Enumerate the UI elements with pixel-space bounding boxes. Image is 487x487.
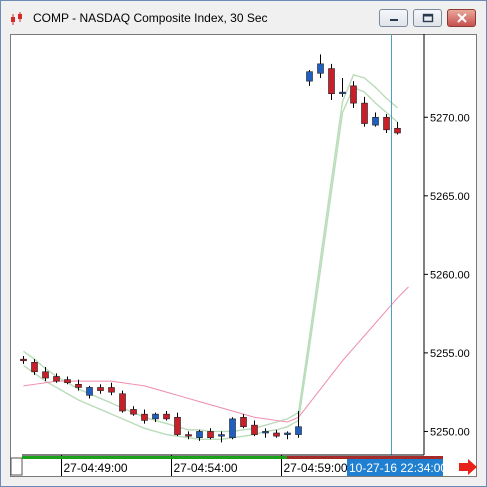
time-tick-label: 27-04:49:00	[64, 461, 128, 475]
candle-body-down	[119, 393, 126, 412]
price-tick-label: 5270.00	[430, 112, 470, 124]
candle[interactable]	[350, 81, 357, 108]
candle[interactable]	[262, 428, 269, 438]
candle-body-down	[361, 102, 368, 124]
candle-body-up	[262, 431, 269, 434]
candle-body-down	[163, 413, 170, 420]
candle-body-up	[339, 91, 346, 94]
maximize-icon	[422, 13, 433, 23]
candle[interactable]	[361, 96, 368, 127]
price-tick-label: 5260.00	[430, 269, 470, 281]
candle[interactable]	[383, 114, 390, 133]
candle-body-up	[317, 63, 324, 74]
candle-body-down	[174, 416, 181, 435]
time-tick-label: 27-04:54:00	[174, 461, 238, 475]
candle[interactable]	[108, 382, 115, 396]
candle[interactable]	[394, 121, 401, 135]
candle-body-up	[295, 426, 302, 435]
candle-body-up	[86, 387, 93, 396]
candle[interactable]	[207, 428, 214, 440]
next-page-button[interactable]	[459, 459, 477, 475]
candle[interactable]	[75, 379, 82, 391]
candle[interactable]	[284, 431, 291, 440]
candle[interactable]	[317, 54, 324, 78]
candle-body-down	[350, 85, 357, 104]
candle-body-down	[207, 431, 214, 439]
candle[interactable]	[20, 356, 27, 364]
candle[interactable]	[42, 367, 49, 382]
candle[interactable]	[218, 431, 225, 443]
candle[interactable]	[86, 385, 93, 399]
candle-body-up	[152, 413, 159, 420]
candle[interactable]	[251, 420, 258, 437]
chart-corner-box[interactable]	[10, 457, 23, 476]
candle[interactable]	[372, 112, 379, 127]
candle[interactable]	[119, 390, 126, 413]
candle[interactable]	[185, 431, 192, 440]
candle[interactable]	[163, 411, 170, 421]
candle[interactable]	[339, 77, 346, 97]
candle-body-down	[53, 376, 60, 382]
candle-body-down	[251, 424, 258, 435]
candle-body-down	[42, 371, 49, 379]
window-title: COMP - NASDAQ Composite Index, 30 Sec	[33, 11, 268, 25]
plot-frame	[10, 34, 477, 477]
title-bar[interactable]: COMP - NASDAQ Composite Index, 30 Sec	[1, 1, 486, 34]
right-arrow-icon[interactable]	[459, 459, 477, 475]
candle-body-down	[273, 432, 280, 437]
candles-app-icon	[11, 12, 22, 25]
candle[interactable]	[240, 414, 247, 429]
candle-body-down	[383, 116, 390, 131]
candle-body-down	[141, 413, 148, 421]
candle[interactable]	[273, 429, 280, 438]
candle-body-down	[108, 387, 115, 393]
cursor-time-label: 10-27-16 22:34:00	[349, 461, 447, 475]
candle-body-down	[31, 362, 38, 373]
price-tick-label: 5250.00	[430, 426, 470, 438]
price-tick-label: 5265.00	[430, 191, 470, 203]
time-tick-label: 27-04:59:00	[284, 461, 348, 475]
candle[interactable]	[306, 70, 313, 86]
candle-body-up	[284, 432, 291, 435]
close-button[interactable]	[447, 9, 476, 27]
price-tick-label: 5255.00	[430, 348, 470, 360]
range-bar-green[interactable]	[22, 456, 287, 459]
candle-body-down	[130, 409, 137, 415]
candle-body-down	[75, 384, 82, 388]
candle[interactable]	[328, 63, 335, 100]
candle-body-up	[372, 116, 379, 126]
candle-body-down	[394, 127, 401, 134]
candle-body-down	[240, 416, 247, 428]
candle[interactable]	[130, 406, 137, 416]
candle[interactable]	[31, 359, 38, 375]
candle-body-down	[185, 434, 192, 437]
candle[interactable]	[141, 409, 148, 424]
candle[interactable]	[174, 412, 181, 437]
cursor-time-label-bg	[347, 459, 443, 476]
close-icon	[456, 13, 467, 23]
candle-body-up	[218, 434, 225, 437]
candle-body-up	[229, 418, 236, 439]
candle[interactable]	[97, 384, 104, 394]
candle[interactable]	[64, 376, 71, 385]
fast-moving-average-upper	[23, 73, 398, 433]
candle[interactable]	[295, 411, 302, 438]
candle[interactable]	[196, 429, 203, 441]
candle-body-down	[64, 379, 71, 384]
minimize-button[interactable]	[379, 9, 408, 27]
candle-body-down	[97, 387, 104, 391]
candle-body-up	[306, 71, 313, 82]
slow-moving-average	[23, 286, 409, 423]
candle-body-down	[20, 358, 27, 362]
range-bar-red[interactable]	[287, 456, 443, 459]
candle[interactable]	[152, 412, 159, 423]
maximize-button[interactable]	[413, 9, 442, 27]
candle[interactable]	[53, 373, 60, 383]
candle-body-down	[328, 68, 335, 94]
candle-body-up	[196, 431, 203, 439]
minimize-icon	[389, 19, 398, 21]
candle[interactable]	[229, 417, 236, 440]
